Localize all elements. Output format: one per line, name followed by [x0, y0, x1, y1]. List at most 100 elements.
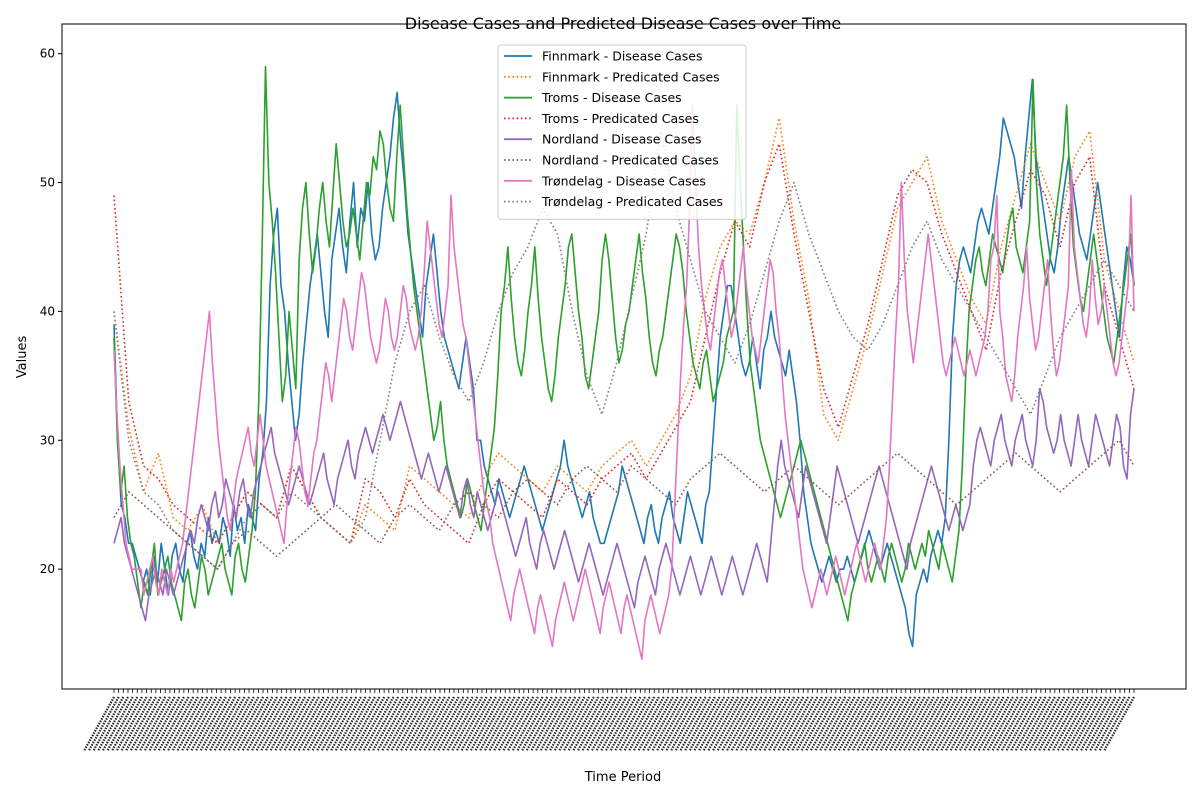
legend-entry-tr-ndelag-disease-cases: Trøndelag - Disease Cases	[541, 173, 706, 188]
x-tick-label	[576, 696, 609, 752]
series-line-troms-disease-cases	[113, 65, 1135, 622]
x-tick-label	[124, 696, 157, 752]
series-line-tr-ndelag-predicated-cases	[113, 130, 1135, 570]
x-tick-label	[1084, 696, 1117, 752]
x-tick-label	[367, 696, 400, 752]
x-tick-label	[227, 696, 260, 752]
x-tick-label	[362, 696, 395, 752]
x-tick-label	[339, 696, 372, 752]
x-tick-label	[129, 696, 162, 752]
x-tick-label	[749, 696, 781, 752]
x-tick-label	[963, 696, 996, 752]
x-tick-label	[711, 696, 744, 752]
x-tick-label	[92, 696, 125, 752]
x-tick-label	[828, 696, 861, 752]
x-tick-label	[115, 696, 148, 752]
y-axis-label: Values	[15, 336, 30, 379]
x-tick-label	[348, 696, 381, 752]
legend: Finnmark - Disease Cases Finnmark - Predi…	[497, 44, 747, 220]
x-tick-label	[152, 696, 185, 752]
x-tick-label	[637, 696, 670, 752]
x-tick-label	[558, 696, 591, 752]
x-tick-label	[837, 696, 870, 752]
x-tick-label	[856, 696, 889, 752]
x-tick-label	[306, 696, 339, 752]
x-tick-label	[464, 696, 497, 752]
series-line-nordland-disease-cases	[113, 387, 1135, 622]
x-tick-label	[893, 696, 926, 752]
x-tick-label	[930, 696, 963, 752]
x-tick-label	[898, 696, 931, 752]
x-tick-label	[902, 696, 935, 752]
x-tick-label	[120, 696, 153, 752]
x-tick-label	[767, 696, 800, 752]
x-tick-label	[208, 696, 241, 752]
x-tick-label	[1014, 696, 1047, 752]
x-tick-label	[474, 696, 507, 752]
x-tick-label	[413, 696, 446, 752]
x-tick-label	[1005, 696, 1038, 752]
x-tick-label	[814, 696, 847, 752]
x-tick-label	[655, 696, 688, 752]
x-tick-label	[511, 696, 544, 752]
x-tick-label	[618, 696, 651, 752]
x-tick-label	[171, 696, 204, 752]
x-tick-label	[483, 696, 516, 752]
x-tick-label	[166, 696, 199, 752]
x-tick-label	[180, 696, 213, 752]
x-tick-label	[809, 696, 842, 752]
x-tick-label	[753, 696, 786, 752]
x-tick-label	[516, 696, 549, 752]
x-tick-label	[1103, 696, 1135, 752]
plot-lines	[113, 65, 1135, 661]
x-tick-label	[1051, 696, 1084, 752]
x-tick-label	[1042, 696, 1075, 752]
x-tick-label	[395, 696, 428, 752]
x-tick-label	[846, 696, 879, 752]
x-tick-label	[777, 696, 809, 752]
x-tick-label	[888, 696, 921, 752]
x-tick-label	[390, 696, 423, 752]
x-tick-label	[376, 696, 409, 752]
x-tick-label	[450, 696, 483, 752]
x-tick-label	[381, 696, 414, 752]
x-tick-label	[977, 696, 1010, 752]
x-tick-label	[786, 696, 819, 752]
x-tick-label	[865, 696, 898, 752]
x-tick-label	[842, 696, 875, 752]
x-tick-label	[944, 696, 977, 752]
x-tick-label	[995, 696, 1028, 752]
x-tick-label	[432, 696, 465, 752]
x-tick-label	[781, 696, 814, 752]
x-tick-label	[721, 696, 754, 752]
x-tick-label	[325, 696, 358, 752]
series-line-troms-predicated-cases	[113, 143, 1135, 545]
x-tick-label	[772, 696, 805, 752]
legend-entry-nordland-disease-cases: Nordland - Disease Cases	[542, 132, 702, 147]
x-tick-label	[283, 696, 316, 752]
x-tick-label	[260, 696, 292, 752]
y-axis-ticks: 20 30 40 50 60	[40, 47, 62, 576]
x-tick-label	[409, 696, 441, 752]
x-tick-label	[1037, 696, 1070, 752]
x-tick-label	[940, 696, 972, 752]
x-tick-label	[1098, 696, 1131, 752]
x-tick-label	[613, 696, 646, 752]
x-tick-label	[246, 696, 278, 752]
x-tick-label	[986, 696, 1019, 752]
x-tick-label	[292, 696, 325, 752]
x-tick-label	[269, 696, 302, 752]
x-tick-label	[148, 696, 181, 752]
x-tick-label	[702, 696, 735, 752]
x-tick-label	[469, 696, 502, 752]
x-tick-label	[790, 696, 823, 752]
x-tick-label	[572, 696, 605, 752]
x-tick-label	[818, 696, 851, 752]
x-tick-label	[683, 696, 716, 752]
x-tick-label	[697, 696, 730, 752]
x-tick-label	[707, 696, 740, 752]
x-tick-label	[874, 696, 907, 752]
x-tick-label	[1089, 696, 1121, 752]
x-tick-label	[539, 696, 572, 752]
x-tick-label	[669, 696, 702, 752]
